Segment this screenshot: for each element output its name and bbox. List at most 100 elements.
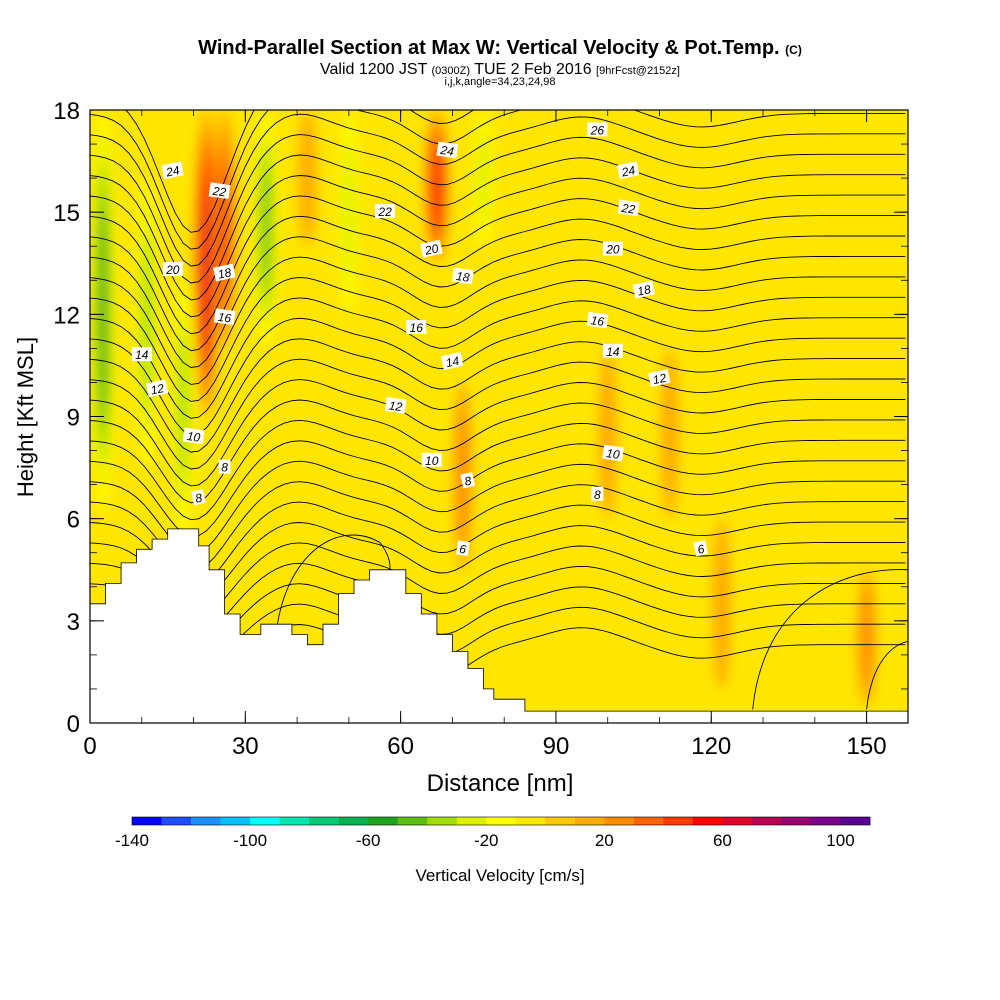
- colorbar-tick-label: -100: [233, 831, 267, 850]
- colorbar-swatch: [692, 817, 723, 825]
- y-tick-label: 12: [53, 302, 80, 329]
- colorbar-swatch: [633, 817, 664, 825]
- copyright-mark: (C): [785, 43, 802, 57]
- theta-contour-label: 14: [440, 352, 464, 371]
- colorbar-frame: [131, 816, 871, 826]
- colorbar-label: Vertical Velocity [cm/s]: [415, 866, 584, 885]
- theta-contour-label: 22: [375, 204, 396, 219]
- theta-contour-label: 14: [131, 347, 152, 362]
- terrain: [90, 528, 908, 723]
- terrain-profile: [90, 528, 908, 723]
- theta-label-bg: [145, 379, 169, 398]
- theta-label-bg: [602, 444, 624, 462]
- theta-label-text: 8: [194, 491, 204, 506]
- colorbar-swatch: [840, 817, 871, 825]
- theta-contour: [90, 256, 906, 385]
- theta-label-bg: [456, 540, 470, 557]
- x-tick-label: 120: [691, 733, 731, 760]
- colorbar-tick-label: 100: [826, 831, 854, 850]
- theta-label-text: 20: [165, 263, 180, 277]
- theta-label-text: 26: [590, 123, 605, 137]
- colorbar-swatch: [781, 817, 812, 825]
- y-tick-label: 18: [53, 98, 80, 125]
- theta-label-bg: [213, 308, 236, 326]
- colorbar-swatch: [604, 817, 635, 825]
- velocity-feature: [262, 165, 270, 293]
- colorbar-swatch: [810, 817, 841, 825]
- theta-contour: [90, 215, 906, 352]
- theta-contour-label: 8: [591, 486, 604, 502]
- theta-label-text: 18: [217, 265, 233, 282]
- theta-label-text: 14: [444, 354, 460, 371]
- theta-label-bg: [436, 141, 459, 159]
- colorbar-swatch: [279, 817, 310, 825]
- theta-contour: [90, 481, 906, 571]
- theta-label-text: 12: [652, 371, 668, 388]
- theta-label-text: 10: [605, 446, 620, 462]
- theta-label-bg: [420, 239, 443, 258]
- colorbar-tick-label: -20: [474, 831, 499, 850]
- theta-contour-label: 6: [456, 540, 470, 557]
- x-tick-label: 60: [387, 733, 414, 760]
- potential-temperature-contours: [90, 110, 908, 710]
- colorbar-swatch: [722, 817, 753, 825]
- chart-title: Wind-Parallel Section at Max W: Vertical…: [198, 37, 802, 59]
- colorbar-swatch: [161, 817, 192, 825]
- velocity-feature: [433, 149, 441, 225]
- theta-label-text: 16: [217, 310, 232, 326]
- theta-label-text: 16: [590, 313, 605, 329]
- theta-label-bg: [208, 182, 231, 200]
- velocity-feature: [142, 236, 152, 410]
- theta-label-text: 12: [149, 381, 165, 398]
- theta-label-bg: [182, 427, 205, 445]
- theta-label-bg: [632, 280, 656, 299]
- colorbar-swatch: [663, 817, 694, 825]
- theta-label-text: 18: [455, 269, 470, 285]
- theta-label-text: 8: [463, 474, 473, 489]
- theta-label-text: 20: [605, 243, 620, 257]
- theta-label-text: 6: [696, 542, 706, 557]
- colorbar-swatch: [338, 817, 369, 825]
- theta-label-text: 8: [221, 461, 228, 475]
- contour-labels: 24 22 20 18 16 14 12 10 8 8 24 22 20 18 16 14 12 10 8 6 26 24…: [131, 122, 709, 557]
- theta-label-bg: [162, 262, 183, 277]
- theta-contour-label: 20: [162, 262, 183, 277]
- theta-label-text: 14: [135, 348, 149, 362]
- theta-contour: [90, 338, 906, 453]
- theta-contour-label: 16: [406, 320, 427, 335]
- theta-label-bg: [616, 161, 640, 180]
- theta-contour: [90, 195, 906, 335]
- theta-contour-label: 12: [648, 369, 671, 388]
- colorbar: -140 -100 -60 -20 20 60 100: [115, 816, 871, 850]
- colorbar-swatch: [545, 817, 576, 825]
- y-tick-label: 6: [67, 507, 80, 534]
- x-tick-label: 150: [847, 733, 887, 760]
- chart-subtitle-valid-time: Valid 1200 JST (0300Z) TUE 2 Feb 2016 [9…: [320, 61, 680, 78]
- theta-label-text: 22: [211, 184, 227, 200]
- theta-contour-label: 12: [145, 379, 169, 398]
- colorbar-swatch: [427, 817, 458, 825]
- x-axis-label: Distance [nm]: [427, 770, 574, 797]
- theta-contour: [90, 440, 906, 538]
- theta-contour-label: 18: [632, 280, 656, 299]
- theta-label-text: 16: [410, 321, 424, 335]
- theta-contour-label: 10: [421, 452, 442, 468]
- theta-label-text: 24: [439, 143, 455, 159]
- theta-contour-label: 22: [617, 199, 640, 217]
- theta-contour-label: 8: [218, 459, 231, 475]
- colorbar-tick-label: 60: [713, 831, 732, 850]
- theta-label-bg: [384, 396, 407, 414]
- velocity-feature: [599, 348, 617, 519]
- colorbar-swatch: [515, 817, 546, 825]
- theta-contour: [90, 358, 906, 470]
- theta-label-bg: [421, 452, 442, 467]
- x-tick-label: 0: [83, 733, 96, 760]
- theta-contour-label: 24: [161, 161, 184, 180]
- colorbar-swatch: [486, 817, 517, 825]
- theta-contour-label: 26: [587, 122, 608, 137]
- theta-contour: [90, 460, 906, 554]
- theta-contour-label: 10: [602, 444, 624, 462]
- theta-label-text: 6: [459, 542, 468, 557]
- theta-contour-label: 12: [384, 396, 407, 414]
